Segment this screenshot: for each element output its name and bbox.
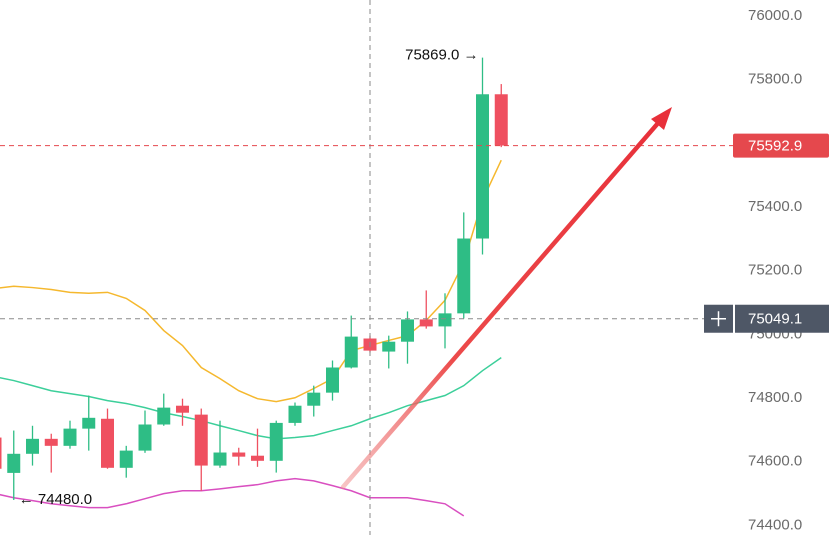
- indicator-line: [0, 477, 465, 517]
- candle-body: [138, 424, 152, 451]
- last-price-box: [733, 133, 829, 158]
- candle-body: [101, 418, 114, 468]
- candle-body: [0, 437, 2, 469]
- price-labels: 75592.9 75049.1 75869.0 → ← 74480.0: [19, 47, 829, 508]
- high-annotation: 75869.0 →: [405, 47, 478, 64]
- y-tick-label: 76000.0: [748, 7, 802, 24]
- candle-body: [44, 438, 58, 446]
- crosshair-price-label: 75049.1: [748, 311, 802, 328]
- candle-body: [26, 438, 39, 454]
- last-price-label: 75592.9: [748, 138, 802, 155]
- indicator-line: [0, 159, 502, 403]
- price-lines: [0, 145, 733, 320]
- candle-body: [269, 422, 283, 461]
- y-tick-label: 74400.0: [748, 516, 802, 533]
- low-annotation: ← 74480.0: [19, 491, 92, 508]
- candle-body: [401, 319, 414, 342]
- candle-body: [251, 455, 264, 461]
- y-tick-label: 75400.0: [748, 198, 802, 215]
- candle-body: [476, 94, 489, 239]
- trend-arrow-head: [651, 107, 672, 130]
- indicator-lines: [0, 159, 502, 517]
- price-axis: 76000.075800.075600.075400.075200.075000…: [748, 7, 802, 534]
- candle-body: [494, 94, 508, 146]
- y-tick-label: 75800.0: [748, 71, 802, 88]
- candle-body: [194, 414, 208, 466]
- candle-body: [344, 336, 358, 368]
- candle-body: [326, 367, 339, 393]
- candle-body: [307, 392, 321, 406]
- candle-body: [82, 417, 96, 429]
- candle-body: [457, 238, 471, 314]
- candle-body: [157, 407, 171, 425]
- candle-body: [63, 428, 77, 446]
- candle-body: [232, 452, 246, 457]
- candle-body: [119, 450, 133, 468]
- trend-arrow-shaft: [340, 119, 662, 490]
- candle-body: [382, 341, 396, 352]
- candle-body: [213, 452, 227, 466]
- candle-body: [7, 453, 21, 473]
- y-tick-label: 74600.0: [748, 453, 802, 470]
- candle-body: [438, 313, 452, 327]
- y-tick-label: 75200.0: [748, 262, 802, 279]
- candle-body: [176, 405, 189, 413]
- candle-body: [288, 405, 302, 423]
- candle-body: [419, 319, 433, 327]
- indicator-line: [0, 357, 502, 440]
- crosshair-price-box: [735, 304, 829, 333]
- candles: [0, 57, 508, 500]
- y-tick-label: 74800.0: [748, 389, 802, 406]
